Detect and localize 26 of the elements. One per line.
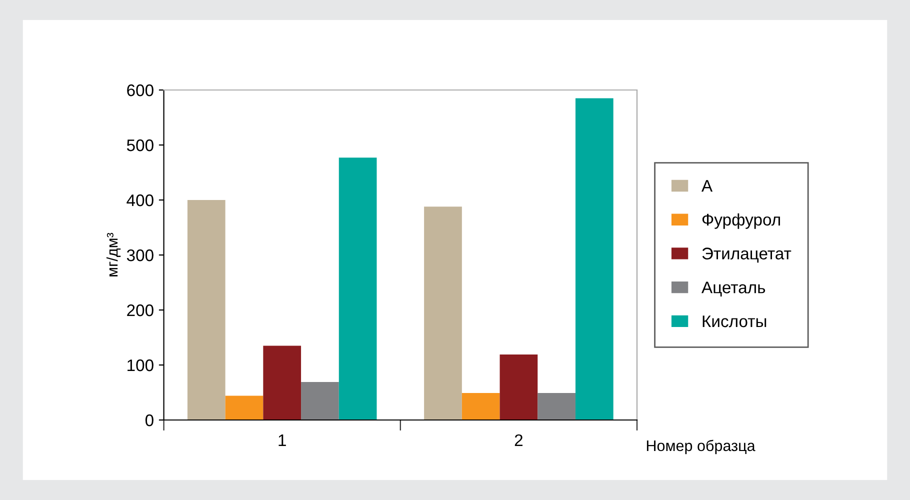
y-tick-label: 100	[128, 359, 154, 372]
bar	[575, 98, 614, 420]
bar	[338, 158, 377, 420]
x-tick-label: 2	[514, 434, 522, 446]
y-tick-label: 0	[145, 414, 154, 426]
x-axis-title: Номер образца	[646, 440, 756, 454]
bar	[187, 200, 226, 420]
bar	[538, 393, 576, 420]
y-tick-label: 400	[126, 194, 154, 206]
legend-label: Фурфурол	[702, 213, 780, 229]
bar	[424, 206, 462, 420]
y-tick-label: 600	[127, 84, 154, 96]
y-axis-title: мг/дм³	[106, 232, 121, 276]
y-tick-label: 200	[127, 304, 154, 316]
y-tick-label: 300	[126, 249, 154, 262]
legend-label: Кислоты	[702, 316, 766, 328]
legend-label: А	[702, 180, 713, 192]
legend-label: Ацеталь	[702, 282, 766, 296]
bar	[263, 346, 302, 420]
bar	[500, 354, 538, 420]
x-tick-label: 1	[278, 434, 286, 446]
bar	[462, 393, 500, 420]
legend-label: Этилацетат	[702, 248, 792, 263]
bar	[225, 396, 264, 420]
bar	[301, 382, 339, 420]
y-tick-label: 500	[126, 139, 154, 152]
